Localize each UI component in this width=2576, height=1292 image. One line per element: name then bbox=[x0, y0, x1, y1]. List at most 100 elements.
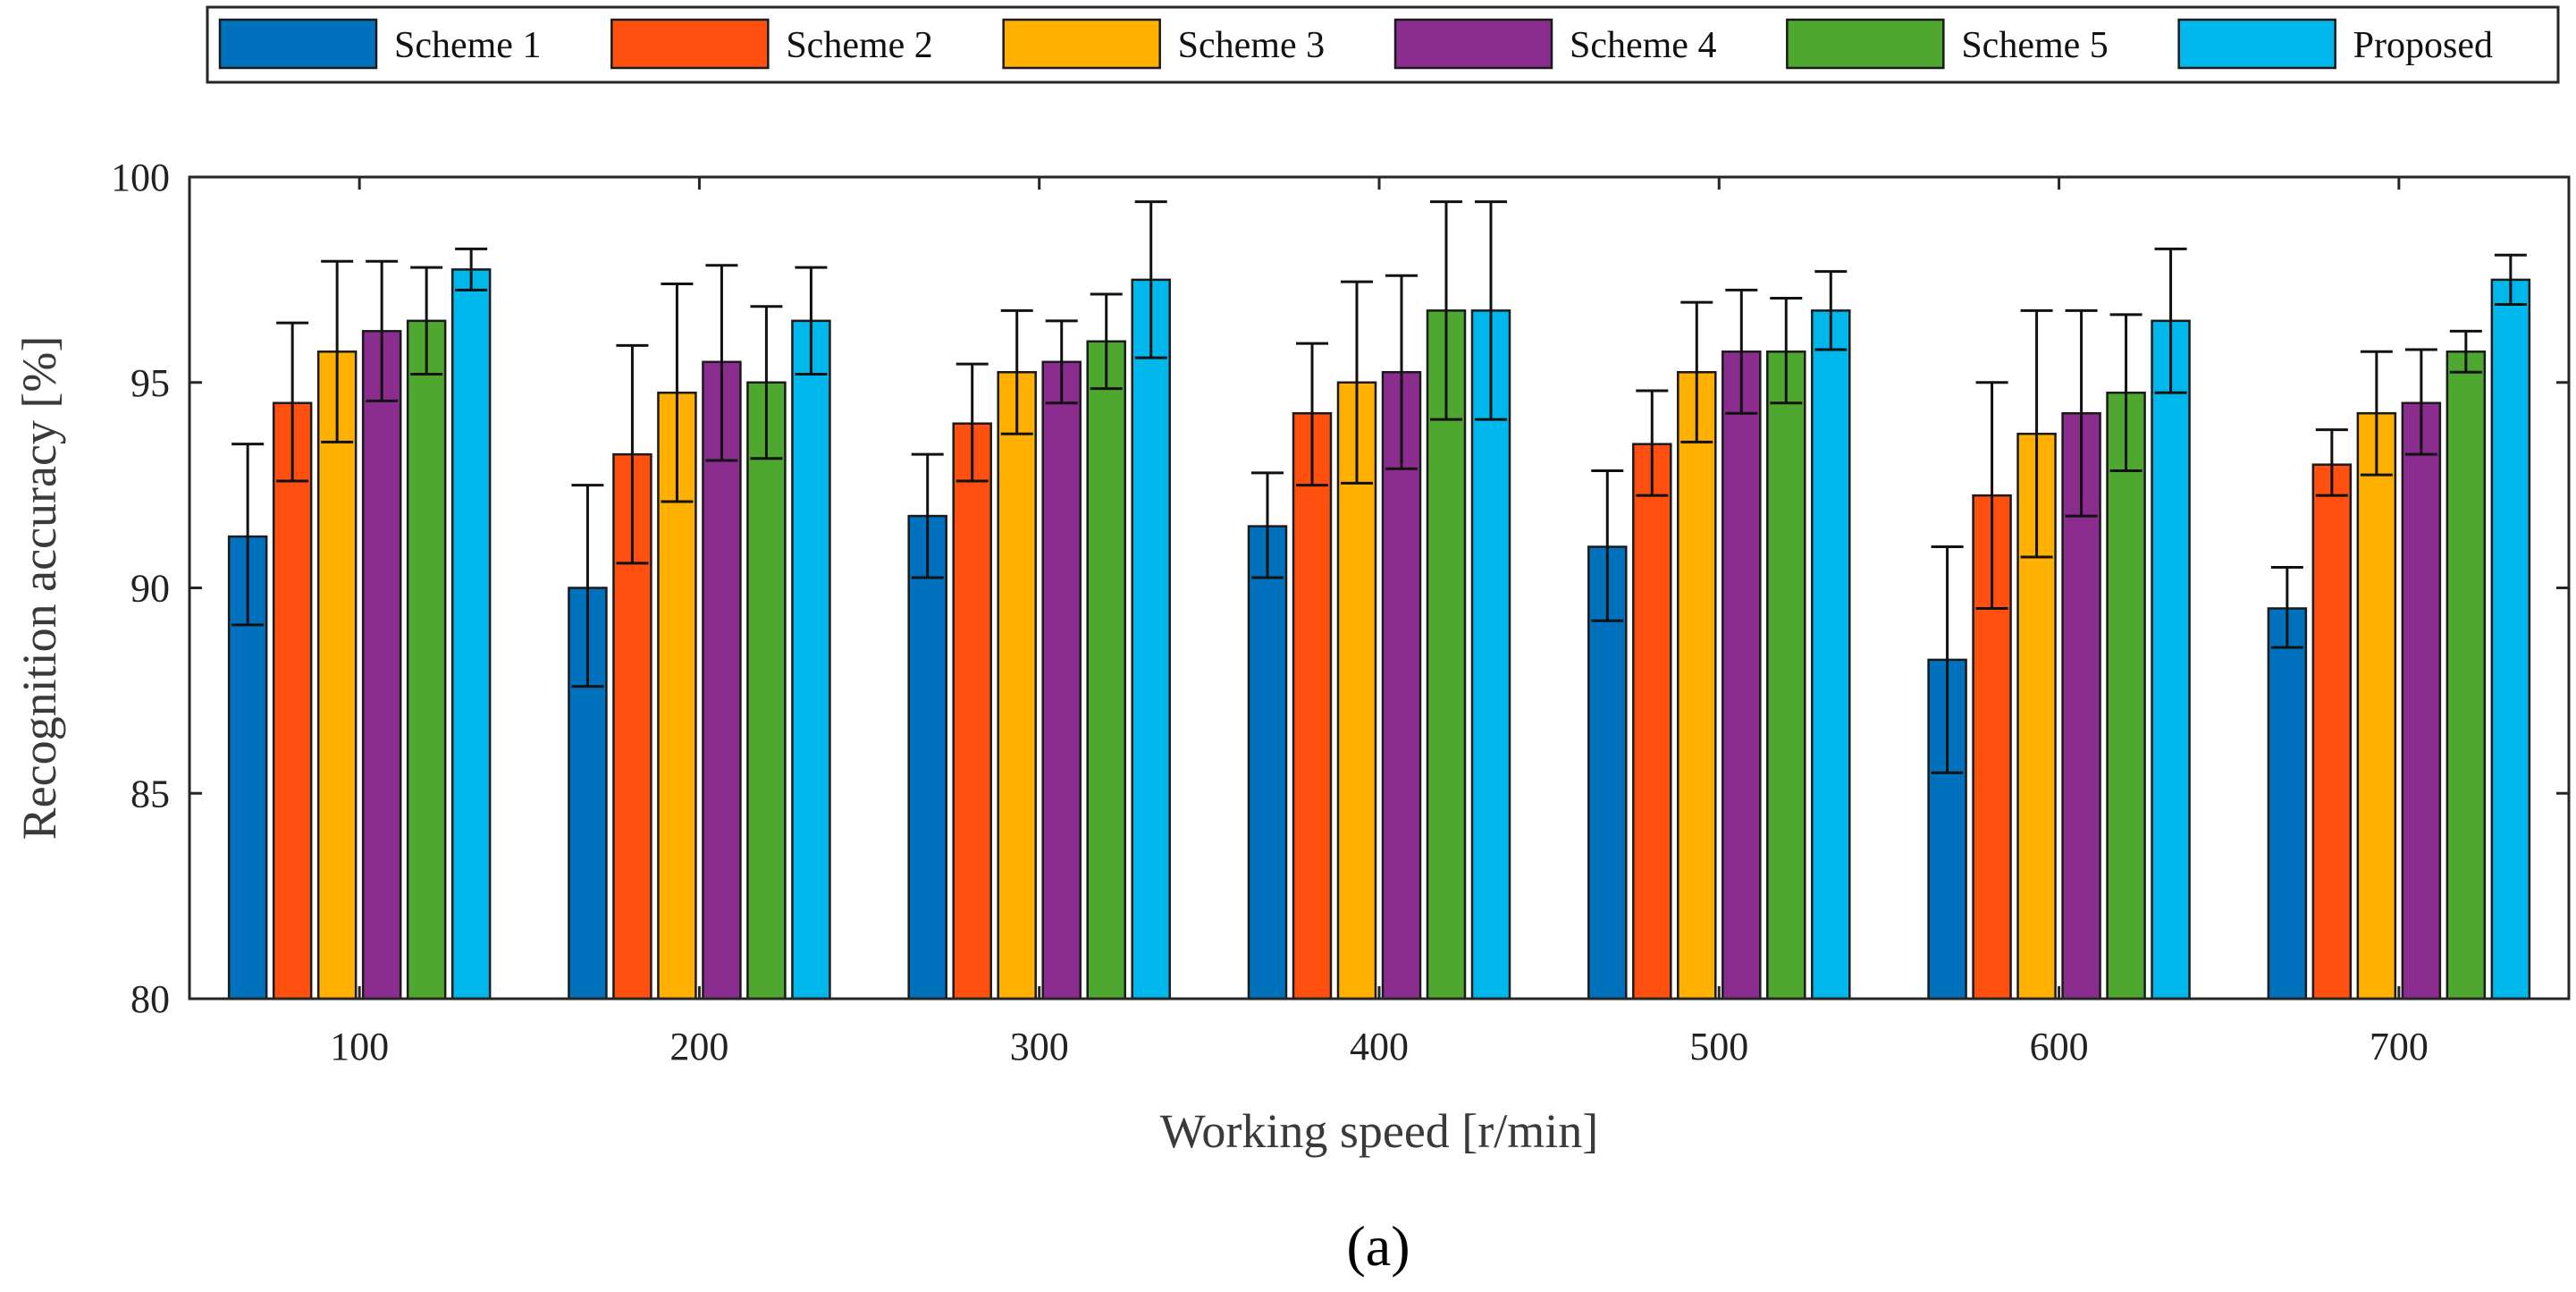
x-tick-label: 200 bbox=[669, 1025, 728, 1068]
bar-scheme-2-400 bbox=[1292, 411, 1333, 1001]
legend-box bbox=[206, 5, 2560, 84]
legend-swatch bbox=[2177, 18, 2336, 70]
bar-scheme-2-700 bbox=[2311, 463, 2353, 1001]
bar-proposed-600 bbox=[2151, 319, 2191, 1001]
bar-scheme-2-100 bbox=[272, 401, 313, 1001]
legend-entry: Scheme 1 bbox=[218, 18, 541, 70]
x-tick-label: 400 bbox=[1350, 1025, 1409, 1068]
legend-entry: Proposed bbox=[2177, 18, 2493, 70]
legend-swatch bbox=[1002, 18, 1161, 70]
error-bar-scheme-3-500 bbox=[1680, 300, 1713, 443]
bar-proposed-400 bbox=[1470, 309, 1511, 1001]
error-bar-scheme-4-300 bbox=[1045, 319, 1078, 405]
error-bar-proposed-200 bbox=[795, 266, 828, 376]
legend-entry: Scheme 2 bbox=[610, 18, 933, 70]
legend: Scheme 1 Scheme 2 Scheme 3 Scheme 4 Scheme 5… bbox=[206, 5, 2560, 84]
error-bar-proposed-700 bbox=[2494, 253, 2527, 306]
bar-scheme-3-100 bbox=[316, 350, 358, 1001]
error-bar-scheme-1-300 bbox=[911, 452, 944, 579]
error-bar-scheme-4-400 bbox=[1385, 274, 1418, 470]
legend-entry: Scheme 5 bbox=[1786, 18, 2109, 70]
error-bar-proposed-300 bbox=[1134, 200, 1167, 359]
error-bar-scheme-1-200 bbox=[571, 484, 604, 688]
bar-scheme-1-300 bbox=[907, 514, 947, 1001]
x-tick-label: 600 bbox=[2030, 1025, 2089, 1068]
error-bar-scheme-3-300 bbox=[1000, 308, 1033, 435]
error-bar-proposed-400 bbox=[1475, 200, 1507, 421]
bar-scheme-1-500 bbox=[1587, 545, 1628, 1001]
error-bar-scheme-2-700 bbox=[2315, 428, 2348, 497]
error-bar-scheme-1-400 bbox=[1251, 471, 1284, 579]
error-bar-scheme-5-200 bbox=[750, 305, 783, 460]
bar-proposed-100 bbox=[450, 268, 492, 1001]
error-bar-proposed-100 bbox=[455, 247, 488, 291]
bar-scheme-2-500 bbox=[1632, 443, 1672, 1001]
bar-scheme-5-700 bbox=[2446, 350, 2487, 1001]
error-bar-scheme-5-500 bbox=[1770, 297, 1803, 405]
legend-swatch bbox=[1393, 18, 1553, 70]
bar-scheme-5-200 bbox=[746, 381, 787, 1001]
bar-scheme-4-600 bbox=[2061, 411, 2101, 1001]
axis-ticks: 100 200 300 400 500 600 700 80 85 90 95 100 bbox=[111, 156, 2569, 1068]
bar-scheme-3-500 bbox=[1677, 371, 1717, 1001]
x-tick-label: 100 bbox=[330, 1025, 389, 1068]
legend-entry: Scheme 4 bbox=[1393, 18, 1716, 70]
error-bar-scheme-1-600 bbox=[1931, 545, 1964, 774]
y-tick-label: 100 bbox=[111, 156, 170, 199]
bar-proposed-200 bbox=[791, 319, 831, 1001]
bar-scheme-5-500 bbox=[1766, 350, 1806, 1001]
bar-scheme-2-300 bbox=[952, 422, 992, 1001]
y-tick-label: 95 bbox=[130, 361, 170, 405]
bar-scheme-4-400 bbox=[1381, 371, 1422, 1001]
error-bar-scheme-2-100 bbox=[276, 321, 309, 483]
bar-proposed-700 bbox=[2490, 278, 2531, 1001]
x-tick-label: 500 bbox=[1689, 1025, 1748, 1068]
error-bar-scheme-3-200 bbox=[661, 282, 694, 503]
y-axis-title: Recognition accuracy [%] bbox=[13, 336, 66, 840]
error-bar-scheme-3-600 bbox=[2020, 308, 2053, 559]
bar-scheme-1-700 bbox=[2267, 607, 2308, 1001]
error-bar-scheme-4-200 bbox=[705, 264, 738, 462]
legend-swatch bbox=[218, 18, 378, 70]
x-axis-title: Working speed [r/min] bbox=[1160, 1104, 1599, 1158]
bar-scheme-4-500 bbox=[1722, 350, 1762, 1001]
error-bar-scheme-2-200 bbox=[616, 343, 649, 565]
error-bar-scheme-3-100 bbox=[321, 259, 354, 443]
error-bar-scheme-2-300 bbox=[955, 362, 989, 483]
bar-scheme-4-700 bbox=[2401, 401, 2442, 1001]
legend-entry: Scheme 3 bbox=[1002, 18, 1325, 70]
bar-scheme-1-400 bbox=[1247, 525, 1288, 1001]
error-bar-scheme-4-600 bbox=[2065, 308, 2098, 518]
bars-layer bbox=[227, 268, 2531, 1001]
error-bars-layer bbox=[232, 200, 2527, 774]
legend-label: Scheme 1 bbox=[394, 25, 541, 66]
error-bar-scheme-4-100 bbox=[366, 259, 399, 402]
bar-scheme-4-100 bbox=[361, 330, 402, 1001]
error-bar-scheme-1-700 bbox=[2270, 566, 2303, 649]
error-bar-scheme-2-400 bbox=[1296, 342, 1328, 487]
panel-label: (a) bbox=[1346, 1214, 1410, 1278]
error-bar-scheme-4-500 bbox=[1725, 288, 1758, 415]
legend-label: Scheme 5 bbox=[1961, 25, 2108, 66]
plot-area bbox=[189, 177, 2569, 999]
legend-label: Scheme 2 bbox=[786, 25, 932, 66]
error-bar-scheme-5-100 bbox=[410, 266, 443, 376]
y-tick-label: 90 bbox=[130, 567, 170, 611]
x-tick-label: 700 bbox=[2370, 1025, 2429, 1068]
legend-swatch bbox=[610, 18, 770, 70]
error-bar-scheme-3-700 bbox=[2360, 350, 2393, 477]
error-bar-scheme-5-400 bbox=[1430, 200, 1462, 421]
error-bar-scheme-1-500 bbox=[1591, 469, 1624, 622]
bar-scheme-4-300 bbox=[1041, 360, 1082, 1001]
error-bar-scheme-3-400 bbox=[1341, 280, 1373, 485]
error-bar-scheme-2-600 bbox=[1975, 381, 2008, 610]
y-tick-label: 85 bbox=[130, 772, 170, 815]
bar-scheme-5-600 bbox=[2106, 391, 2146, 1001]
bar-proposed-500 bbox=[1811, 309, 1851, 1001]
error-bar-proposed-600 bbox=[2154, 247, 2187, 394]
bar-scheme-5-300 bbox=[1086, 340, 1126, 1001]
error-bar-proposed-500 bbox=[1814, 270, 1848, 351]
error-bar-scheme-5-300 bbox=[1090, 292, 1123, 391]
bar-scheme-3-300 bbox=[997, 371, 1037, 1001]
